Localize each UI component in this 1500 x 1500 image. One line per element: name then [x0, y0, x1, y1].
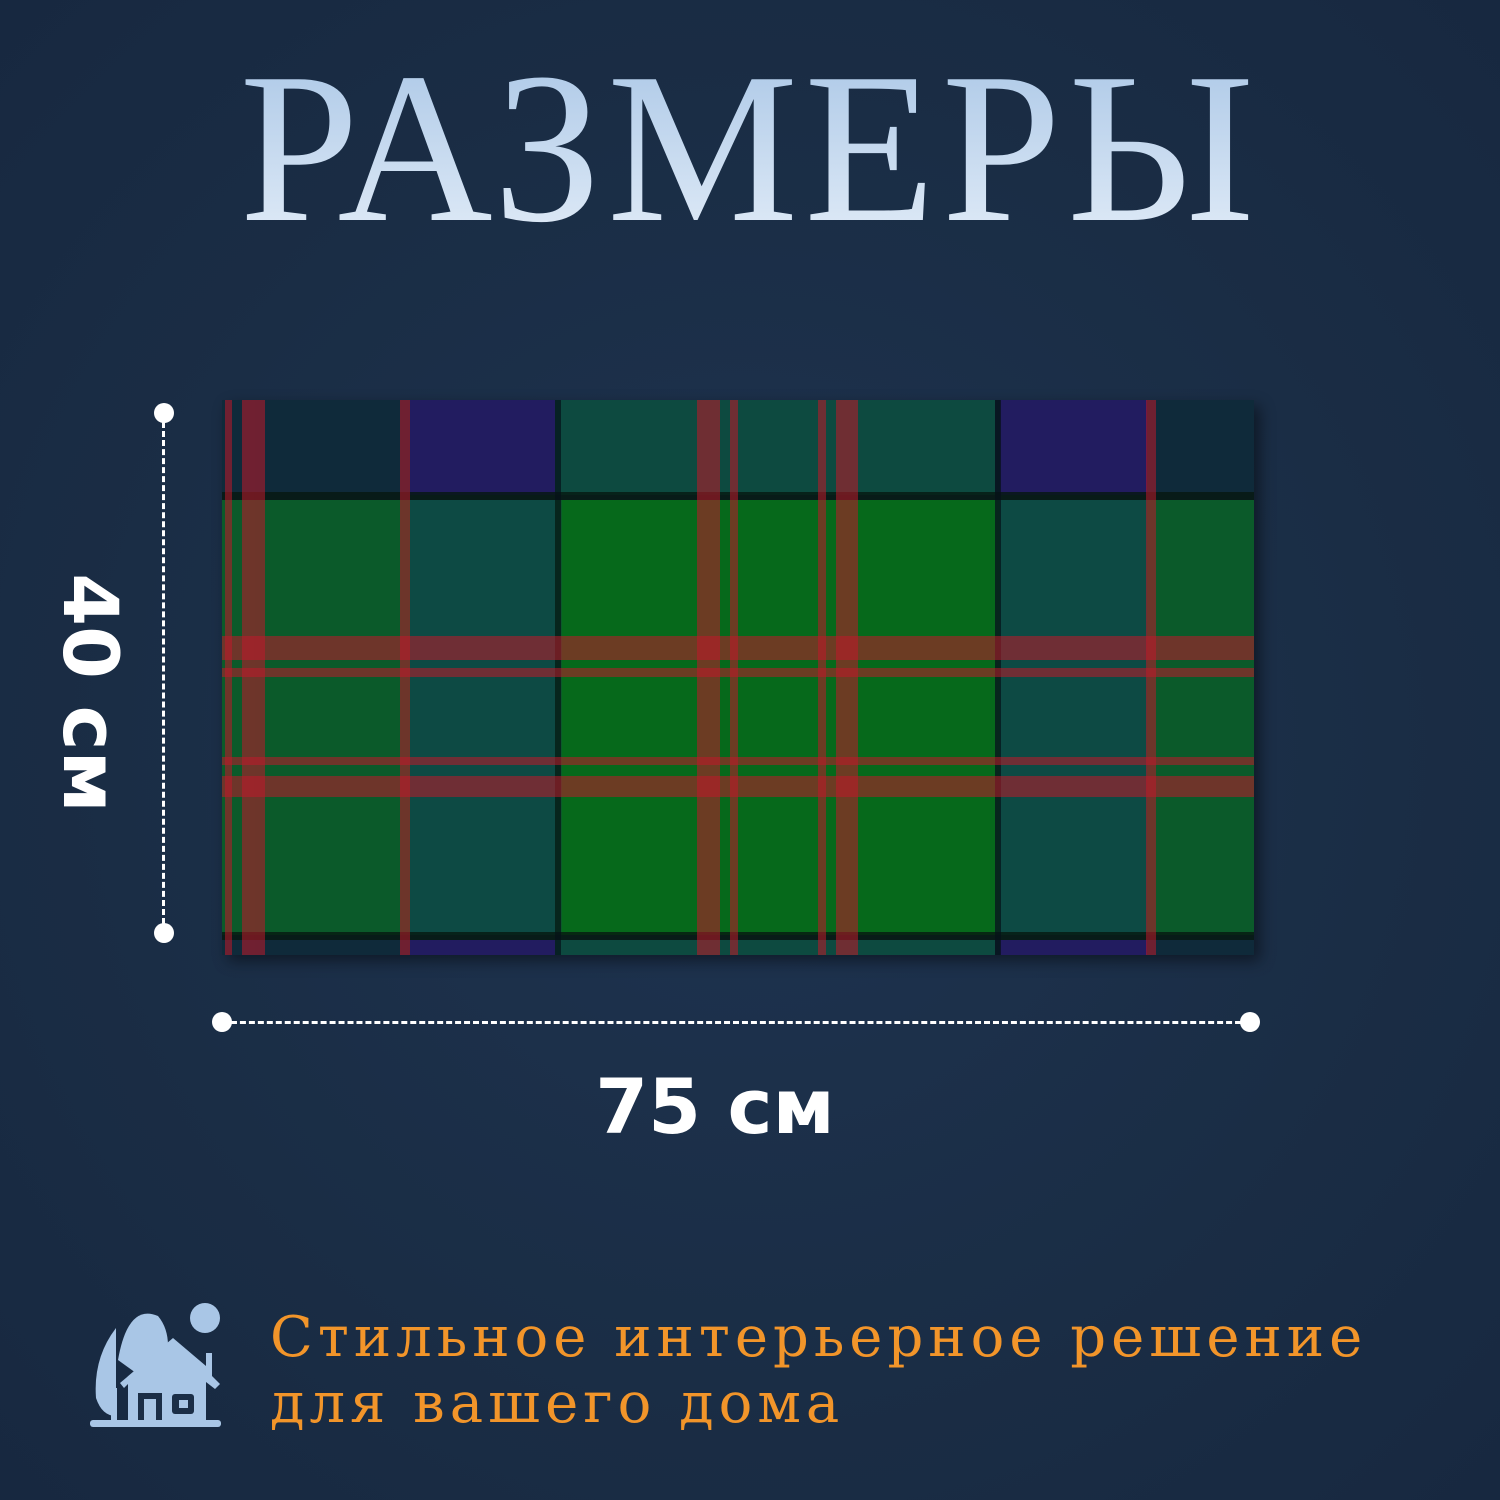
- height-line-bottom-dot: [154, 923, 174, 943]
- width-dimension-line: [222, 1021, 1250, 1024]
- width-line-right-dot: [1240, 1012, 1260, 1032]
- house-with-trees-icon: [90, 1303, 221, 1427]
- width-line-left-dot: [212, 1012, 232, 1032]
- tagline-line-1: Стильное интерьерное решение: [270, 1305, 1368, 1370]
- height-label: 40 см: [46, 573, 135, 813]
- height-dimension-line: [162, 413, 165, 933]
- tagline-line-2: для вашего дома: [270, 1371, 845, 1436]
- width-label: 75 см: [595, 1062, 835, 1151]
- height-line-top-dot: [154, 403, 174, 423]
- page-title: РАЗМЕРЫ: [0, 40, 1500, 255]
- tartan-product-image: [222, 400, 1254, 955]
- tagline: Стильное интерьерное решение для вашего …: [270, 1305, 1367, 1437]
